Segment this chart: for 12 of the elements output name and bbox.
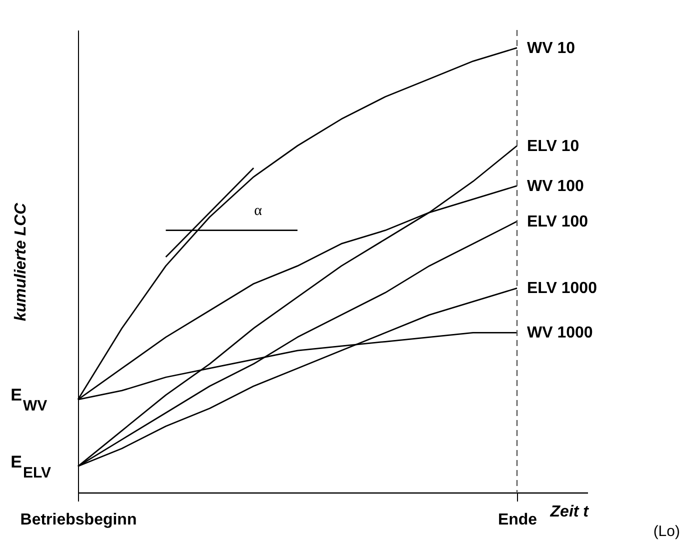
- text: (Lo): [653, 523, 680, 540]
- x-tick-label: Ende: [498, 512, 538, 528]
- series-label: WV 1000: [527, 324, 593, 342]
- x-axis-title: Zeit t: [549, 504, 590, 520]
- x-tick-label: Betriebsbeginn: [20, 512, 137, 528]
- series-label: ELV 100: [527, 213, 588, 230]
- series-label: ELV 1000: [527, 280, 598, 298]
- series-label: ELV 10: [527, 138, 580, 155]
- series-label: WV 100: [527, 178, 584, 195]
- y-axis-title: kumulierte LCC: [12, 202, 30, 322]
- annotation: α: [254, 203, 262, 219]
- series-label: WV 10: [527, 40, 576, 57]
